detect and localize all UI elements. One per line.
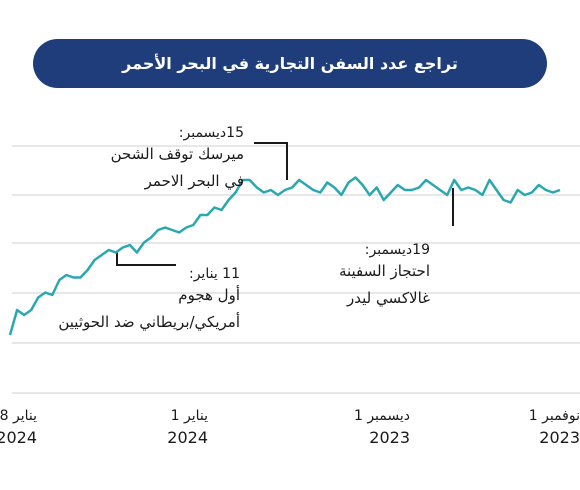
annotation-dec19: 19ديسمبر: احتجاز السفينة غالاكسي ليدر <box>339 242 430 312</box>
annotation-jan11: 11 يناير: أول هجوم أمريكي/بريطاني ضد الح… <box>58 266 240 336</box>
annotation-line: احتجاز السفينة <box>338 262 430 280</box>
annotation-line: ميرسك توقف الشحن <box>110 145 244 163</box>
chart-title: تراجع عدد السفن التجارية في البحر الأحمر <box>122 54 458 73</box>
leader-jan11 <box>116 252 176 266</box>
x-tick-label: ديسمبر 1 2023 <box>353 408 410 447</box>
leader-dec15 <box>254 142 288 180</box>
gridlines <box>12 145 580 394</box>
annotation-date: 11 يناير: <box>188 266 240 282</box>
annotation-leaders <box>116 142 454 266</box>
annotation-date: 19ديسمبر: <box>364 242 430 258</box>
x-tick-label: نوفمبر 1 2023 <box>528 408 580 447</box>
annotation-dec15: 15ديسمبر: ميرسك توقف الشحن في البحر الاح… <box>111 125 244 195</box>
annotation-line: أمريكي/بريطاني ضد الحوثيين <box>58 313 240 331</box>
series-line <box>8 176 561 336</box>
annotation-line: في البحر الاحمر <box>144 172 244 190</box>
title-banner: تراجع عدد السفن التجارية في البحر الأحمر <box>33 39 547 88</box>
annotation-line: أول هجوم <box>178 286 240 304</box>
annotation-date: 15ديسمبر: <box>178 125 244 141</box>
x-tick-label: يناير 18 2024 <box>0 408 37 447</box>
annotation-line: غالاكسي ليدر <box>347 289 430 307</box>
series-ships <box>8 176 561 336</box>
x-tick-label: يناير 1 2024 <box>167 408 208 447</box>
